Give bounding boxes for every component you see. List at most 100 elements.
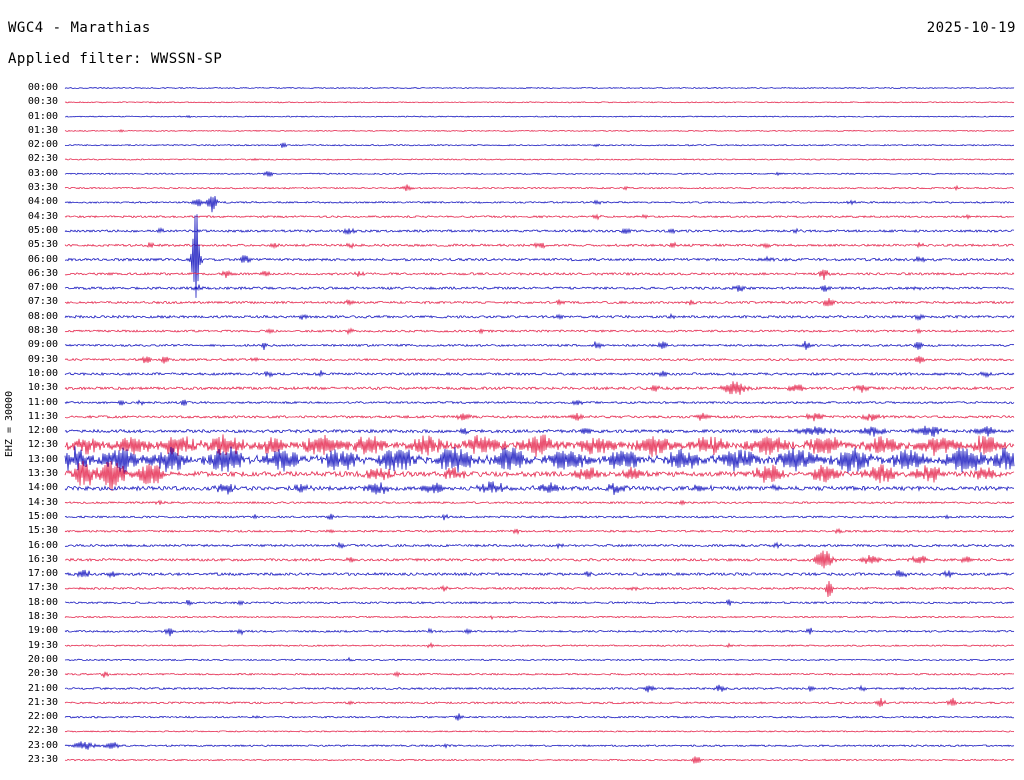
trace-time-label: 23:30 — [27, 754, 58, 765]
seismogram-trace-06:00 — [65, 214, 1015, 298]
trace-time-label: 20:30 — [27, 668, 58, 680]
seismogram-trace-04:30 — [64, 213, 1015, 221]
trace-time-label: 11:00 — [27, 396, 58, 408]
seismogram-trace-16:00 — [64, 541, 1015, 550]
seismogram-trace-21:30 — [64, 697, 1015, 707]
seismogram-trace-02:00 — [64, 141, 1015, 148]
seismogram-trace-03:00 — [64, 171, 1015, 177]
trace-time-label: 18:00 — [27, 596, 58, 608]
trace-time-label: 04:30 — [27, 210, 58, 222]
seismogram-trace-20:30 — [64, 670, 1015, 678]
trace-time-label: 11:30 — [27, 410, 58, 422]
seismogram-trace-10:00 — [64, 370, 1015, 379]
trace-time-label: 19:30 — [27, 639, 58, 651]
seismogram-trace-23:00 — [64, 741, 1015, 750]
trace-time-label: 04:00 — [27, 196, 58, 208]
seismogram-trace-06:30 — [64, 269, 1015, 280]
seismogram-trace-05:30 — [64, 241, 1015, 250]
trace-time-label: 03:00 — [27, 167, 58, 179]
filter-label: Applied filter: WWSSN-SP — [8, 51, 223, 67]
seismogram-trace-04:00 — [64, 195, 1015, 213]
seismogram-trace-15:00 — [64, 513, 1015, 521]
trace-time-label: 16:30 — [27, 553, 58, 565]
seismogram-trace-15:30 — [64, 527, 1015, 535]
trace-time-label: 22:30 — [27, 725, 58, 737]
trace-time-label: 01:00 — [27, 110, 58, 122]
trace-time-label: 10:00 — [27, 367, 58, 379]
trace-time-label: 20:00 — [27, 653, 58, 665]
seismogram-trace-14:30 — [64, 499, 1015, 506]
trace-time-label: 02:00 — [27, 139, 58, 151]
seismogram-trace-01:30 — [64, 128, 1015, 133]
trace-time-label: 13:00 — [27, 453, 58, 465]
trace-time-label: 21:00 — [27, 682, 58, 694]
station-title: WGC4 - Marathias — [8, 20, 151, 36]
seismogram-trace-17:30 — [64, 580, 1014, 598]
seismogram-trace-00:00 — [64, 86, 1015, 90]
trace-time-label: 06:30 — [27, 267, 58, 279]
seismogram-trace-09:30 — [64, 355, 1015, 364]
seismogram-trace-11:00 — [64, 399, 1015, 407]
trace-time-label: 15:30 — [27, 525, 58, 537]
seismogram-trace-00:30 — [64, 101, 1015, 104]
seismogram-trace-05:00 — [64, 226, 1015, 235]
seismogram-trace-12:30 — [64, 434, 1015, 457]
record-date: 2025-10-19 — [926, 20, 1016, 36]
trace-time-label: 07:30 — [27, 296, 58, 308]
trace-time-label: 18:30 — [27, 611, 58, 623]
seismogram-trace-21:00 — [64, 684, 1015, 693]
trace-time-label: 06:00 — [27, 253, 58, 265]
seismogram-trace-02:30 — [64, 157, 1015, 161]
seismogram-trace-14:00 — [64, 481, 1015, 495]
trace-time-label: 07:00 — [27, 282, 58, 294]
trace-time-label: 05:30 — [27, 239, 58, 251]
trace-time-label: 02:30 — [27, 153, 58, 165]
trace-time-label: 10:30 — [27, 382, 58, 394]
seismogram-trace-03:30 — [64, 184, 1015, 192]
trace-time-label: 12:30 — [27, 439, 58, 451]
seismogram-trace-13:30 — [64, 460, 1015, 492]
seismogram-trace-07:00 — [64, 284, 1015, 292]
seismogram-trace-13:00 — [64, 446, 1015, 475]
trace-time-label: 03:30 — [27, 182, 58, 194]
trace-time-label: 17:00 — [27, 568, 58, 580]
trace-time-label: 12:00 — [27, 425, 58, 437]
seismogram-trace-08:00 — [64, 312, 1015, 322]
seismogram-trace-08:30 — [64, 327, 1015, 336]
seismogram-trace-11:30 — [64, 412, 1015, 422]
seismogram-trace-07:30 — [64, 298, 1015, 307]
trace-time-label: 21:30 — [27, 696, 58, 708]
trace-time-label: 22:00 — [27, 711, 58, 723]
trace-time-label: 08:30 — [27, 325, 58, 337]
trace-time-label: 23:00 — [27, 739, 58, 751]
seismogram-trace-09:00 — [64, 340, 1015, 350]
seismogram-trace-01:00 — [65, 114, 1015, 119]
seismogram-trace-22:00 — [64, 713, 1015, 721]
seismogram-trace-18:30 — [64, 615, 1015, 621]
seismogram-trace-23:30 — [64, 756, 1015, 764]
seismogram-trace-20:00 — [64, 656, 1014, 662]
seismogram-trace-16:30 — [64, 550, 1015, 569]
seismogram-trace-22:30 — [64, 730, 1015, 733]
trace-time-label: 15:00 — [27, 510, 58, 522]
seismogram-trace-12:00 — [64, 425, 1015, 437]
trace-time-label: 16:00 — [27, 539, 58, 551]
seismogram-trace-19:00 — [64, 627, 1015, 637]
trace-time-label: 08:00 — [27, 310, 58, 322]
trace-time-label: 13:30 — [27, 468, 58, 480]
trace-time-label: 01:30 — [27, 124, 58, 136]
seismogram-trace-17:00 — [64, 569, 1015, 579]
seismogram-trace-19:30 — [64, 641, 1015, 649]
trace-time-label: 00:30 — [27, 96, 58, 108]
seismogram-trace-10:30 — [64, 381, 1015, 395]
trace-time-label: 05:00 — [27, 224, 58, 236]
trace-time-label: 09:30 — [27, 353, 58, 365]
trace-time-label: 17:30 — [27, 582, 58, 594]
trace-time-label: 14:00 — [27, 482, 58, 494]
trace-time-label: 09:00 — [27, 339, 58, 351]
trace-time-label: 19:00 — [27, 625, 58, 637]
trace-time-label: 00:00 — [27, 82, 58, 93]
